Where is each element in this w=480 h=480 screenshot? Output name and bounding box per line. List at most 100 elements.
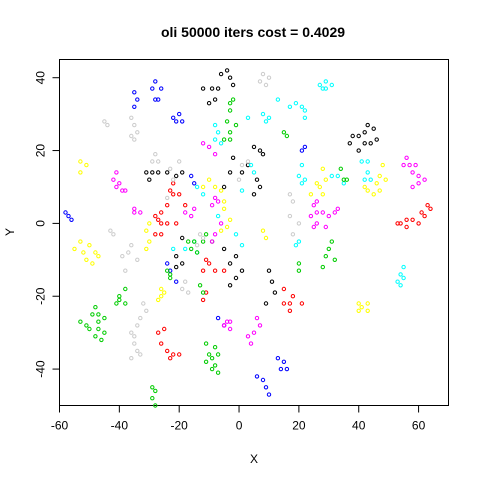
data-point — [239, 170, 245, 175]
data-point — [129, 133, 134, 139]
data-point — [168, 188, 173, 193]
data-point — [257, 148, 263, 153]
data-point — [227, 170, 233, 175]
data-point — [293, 243, 299, 248]
data-point — [293, 101, 299, 106]
data-point — [150, 159, 155, 164]
data-point — [215, 86, 221, 91]
x-axis-label: X — [250, 452, 258, 466]
data-point — [329, 173, 334, 179]
data-point — [165, 221, 170, 226]
data-point — [129, 330, 134, 335]
data-point — [296, 261, 302, 266]
data-point — [227, 101, 233, 106]
data-point — [284, 133, 290, 139]
data-point — [302, 115, 308, 121]
data-point — [251, 170, 257, 175]
y-tick-label: 40 — [34, 71, 48, 85]
data-point — [102, 315, 107, 321]
data-point — [374, 137, 379, 142]
data-point — [150, 86, 155, 91]
data-point — [215, 352, 221, 357]
data-point — [197, 232, 203, 237]
data-point — [186, 290, 191, 295]
data-point — [248, 162, 254, 168]
data-point — [147, 177, 152, 182]
data-point — [296, 239, 302, 244]
data-point — [263, 385, 269, 390]
y-tick-label: -20 — [34, 287, 48, 305]
data-point — [174, 173, 179, 179]
data-point — [156, 170, 161, 175]
data-point — [171, 115, 176, 121]
data-point — [215, 370, 221, 375]
data-point — [374, 181, 379, 186]
data-point — [206, 261, 212, 266]
data-point — [200, 290, 206, 295]
data-point — [165, 170, 170, 175]
data-point — [90, 312, 95, 317]
data-point — [281, 286, 287, 292]
data-point — [203, 257, 209, 262]
data-point — [153, 388, 158, 394]
data-point — [230, 82, 236, 88]
data-point — [66, 213, 71, 219]
data-point — [377, 188, 382, 193]
data-point — [203, 232, 209, 237]
data-point — [123, 286, 128, 292]
data-point — [275, 356, 281, 361]
data-point — [365, 122, 370, 128]
data-point — [224, 68, 230, 73]
data-point — [368, 141, 373, 146]
data-point — [162, 290, 167, 295]
data-point — [159, 286, 164, 292]
data-point — [335, 173, 340, 179]
data-point — [314, 210, 319, 215]
data-point — [183, 203, 188, 208]
data-point — [227, 108, 233, 113]
data-point — [260, 152, 266, 157]
data-point — [233, 275, 239, 281]
data-point — [272, 290, 278, 295]
data-point — [78, 319, 83, 324]
data-point — [269, 279, 275, 284]
data-point — [296, 173, 302, 179]
data-point — [189, 213, 194, 219]
data-point — [209, 356, 215, 361]
data-point — [227, 75, 233, 80]
data-point — [314, 221, 319, 226]
data-point — [177, 159, 182, 164]
data-point — [239, 268, 245, 273]
data-point — [263, 301, 269, 306]
data-point — [404, 217, 409, 223]
data-point — [287, 104, 293, 110]
data-point — [144, 228, 149, 233]
data-point — [165, 268, 170, 273]
data-point — [177, 352, 182, 357]
data-point — [180, 170, 185, 175]
data-point — [299, 181, 305, 186]
data-point — [290, 232, 296, 237]
data-point — [254, 315, 260, 321]
data-point — [93, 305, 98, 310]
data-point — [323, 224, 328, 230]
data-point — [168, 275, 173, 281]
data-point — [189, 173, 194, 179]
x-tick-label: -20 — [171, 419, 189, 433]
data-point — [72, 246, 77, 252]
data-point — [227, 130, 233, 135]
data-point — [227, 326, 233, 332]
data-point — [371, 126, 376, 131]
data-point — [135, 130, 140, 135]
data-point — [159, 86, 164, 91]
data-point — [425, 203, 430, 208]
data-point — [194, 250, 200, 255]
data-point — [401, 275, 406, 281]
data-point — [236, 177, 242, 182]
data-point — [335, 206, 340, 212]
data-point — [287, 301, 293, 306]
data-point — [221, 199, 227, 204]
data-point — [317, 82, 322, 88]
data-point — [78, 159, 83, 164]
data-point — [132, 210, 137, 215]
